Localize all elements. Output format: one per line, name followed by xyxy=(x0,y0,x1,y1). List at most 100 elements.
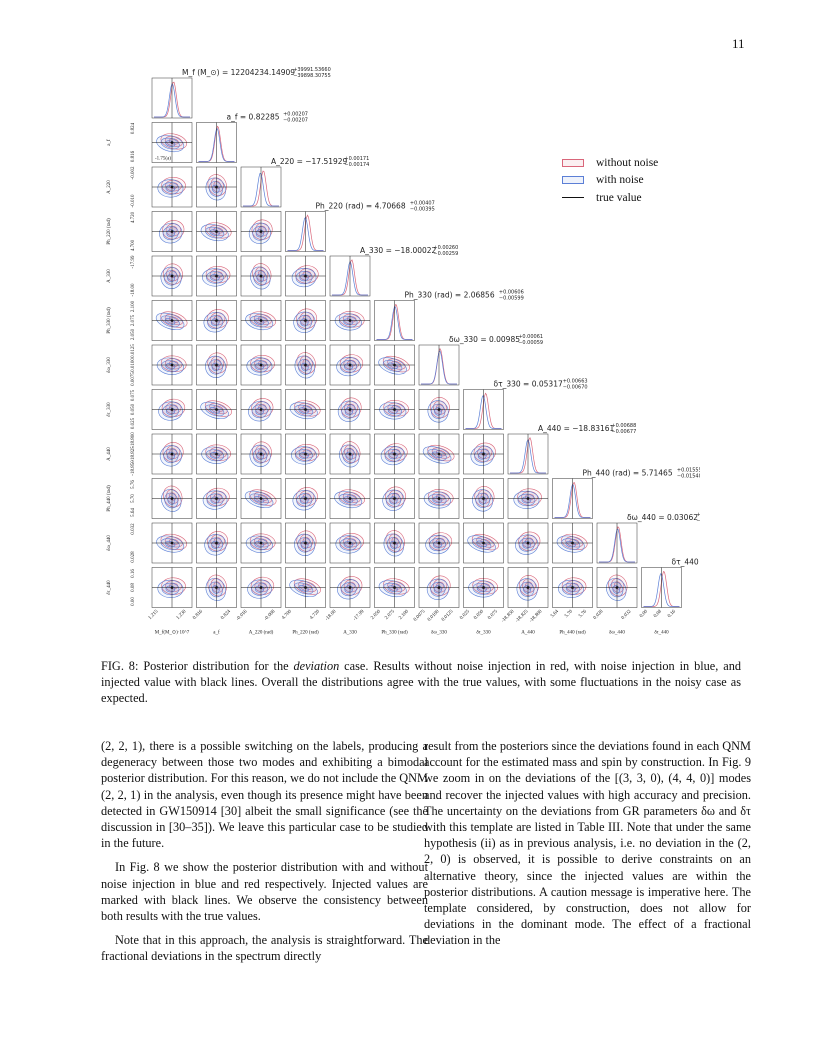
y-tick-label: 0.816 xyxy=(131,150,136,162)
panel-title-sup: +0.00688 xyxy=(611,423,636,429)
true-value-point xyxy=(304,319,307,322)
true-value-point xyxy=(170,230,174,233)
legend-label: with noise xyxy=(596,174,644,187)
panel-title-sup: +0.00606 xyxy=(499,290,524,296)
contour-with-noise xyxy=(297,359,312,375)
x-tick-label: 2.050 xyxy=(370,609,382,621)
panel-title: A_220 = −17.51929 xyxy=(271,157,348,166)
true-value-point xyxy=(348,363,352,367)
contour-with-noise xyxy=(295,449,313,462)
x-tick-label: 0.16 xyxy=(667,609,677,619)
panel-title-sup: +0.00171 xyxy=(344,156,369,162)
contour-with-noise xyxy=(342,448,357,464)
panel-title-sub: −0.00207 xyxy=(283,118,308,124)
true-value-point xyxy=(259,452,263,456)
caption-label: FIG. 8: xyxy=(101,659,139,673)
contour-with-noise xyxy=(343,540,354,548)
contour-with-noise xyxy=(163,270,179,286)
legend-item-with-noise: with noise xyxy=(562,172,658,190)
body-column-left: (2, 2, 1), there is a possible switching… xyxy=(101,738,428,973)
true-value-point xyxy=(215,541,218,545)
contour-group xyxy=(156,355,187,375)
contour-group xyxy=(513,488,542,509)
true-value-point xyxy=(259,274,263,278)
true-value-point xyxy=(348,541,352,545)
contour-group xyxy=(159,220,185,244)
contour-with-noise xyxy=(207,315,224,330)
contour-with-noise xyxy=(254,362,265,370)
true-value-point xyxy=(304,541,307,545)
y-tick-label: -0.010 xyxy=(131,194,136,207)
y-tick-label: 0.0125 xyxy=(131,344,136,358)
x-axis-label: δτ_440 xyxy=(654,631,669,636)
x-axis-label: δω_330 xyxy=(431,631,447,636)
y-tick-label: 0.032 xyxy=(131,523,136,535)
true-value-point xyxy=(259,408,263,411)
x-tick-label: 5.64 xyxy=(550,609,560,619)
caption-text: case. Results without noise injection in… xyxy=(101,659,742,705)
contour-with-noise xyxy=(254,585,265,593)
true-value-point xyxy=(348,497,352,500)
panel-title-sup: +39991.53660 xyxy=(293,67,331,73)
y-tick-label: -18.850 xyxy=(131,460,136,476)
contour-with-noise xyxy=(299,451,309,459)
y-tick-label: 0.0075 xyxy=(131,372,136,386)
true-value-point xyxy=(393,586,396,589)
contour-with-noise xyxy=(244,490,274,509)
corner-plot: M_f (M_⊙) = 12204234.14909+39991.53660−3… xyxy=(107,67,701,636)
true-value-point xyxy=(393,363,396,367)
x-tick-label: 4.720 xyxy=(309,609,321,621)
contour-group xyxy=(289,578,321,598)
contour-with-noise xyxy=(432,540,443,549)
contour-without-noise xyxy=(387,358,406,370)
panel-title: Ph_440 (rad) = 5.71465 xyxy=(583,469,673,478)
x-tick-label: -17.99 xyxy=(353,609,366,622)
contour-without-noise xyxy=(209,403,228,415)
y-tick-label: 0.16 xyxy=(131,569,136,578)
contour-with-noise xyxy=(249,315,269,328)
contour-with-noise xyxy=(427,449,447,461)
contour-with-noise xyxy=(561,538,581,550)
legend-swatch-blue xyxy=(562,176,584,185)
panel-title: a_f = 0.82285 xyxy=(227,113,280,122)
true-value-point xyxy=(393,452,396,456)
panel-title-sup: +0.00061 xyxy=(518,334,543,340)
contour-group xyxy=(292,487,318,511)
contour-with-noise xyxy=(471,538,492,550)
y-tick-label: 0.824 xyxy=(131,122,136,134)
contour-with-noise xyxy=(289,579,318,598)
x-tick-label: -18.800 xyxy=(529,609,544,624)
x-tick-label: -18.850 xyxy=(501,609,516,624)
contour-with-noise xyxy=(160,315,180,328)
legend-label: true value xyxy=(596,191,642,204)
x-tick-label: 2.100 xyxy=(398,609,410,621)
true-value-point xyxy=(259,319,263,322)
contour-group xyxy=(290,443,320,465)
contour-group xyxy=(556,533,588,553)
y-tick-label: 5.64 xyxy=(131,508,136,517)
panel-title: δτ_440 = 0.10293 xyxy=(672,558,701,567)
contour-group xyxy=(248,219,273,244)
true-value-point xyxy=(437,497,441,500)
y-axis-label: A_330 xyxy=(107,269,112,283)
true-value-point xyxy=(170,452,174,456)
contour-with-noise xyxy=(205,226,225,239)
y-tick-label: 0.050 xyxy=(131,403,136,415)
y-axis-label: δω_330 xyxy=(107,357,112,373)
true-value-point xyxy=(170,185,174,189)
x-tick-label: -18.00 xyxy=(325,609,338,622)
x-axis-label: Ph_220 (rad) xyxy=(292,631,319,636)
true-value-point xyxy=(215,452,218,456)
contour-with-noise xyxy=(467,535,496,553)
y-tick-label: -17.99 xyxy=(131,255,136,268)
contour-group xyxy=(335,532,364,554)
contour-without-noise xyxy=(164,314,184,326)
panel-title-sub: −0.00174 xyxy=(344,162,369,168)
y-axis-label: Ph_440 (rad) xyxy=(107,485,112,512)
panel-title: Ph_330 (rad) = 2.06856 xyxy=(405,291,495,300)
true-value-point xyxy=(304,586,307,589)
contour-with-noise xyxy=(386,537,401,553)
true-value-point xyxy=(304,274,307,278)
x-tick-label: 0.00 xyxy=(639,609,649,619)
y-tick-label: 4.700 xyxy=(131,239,136,251)
